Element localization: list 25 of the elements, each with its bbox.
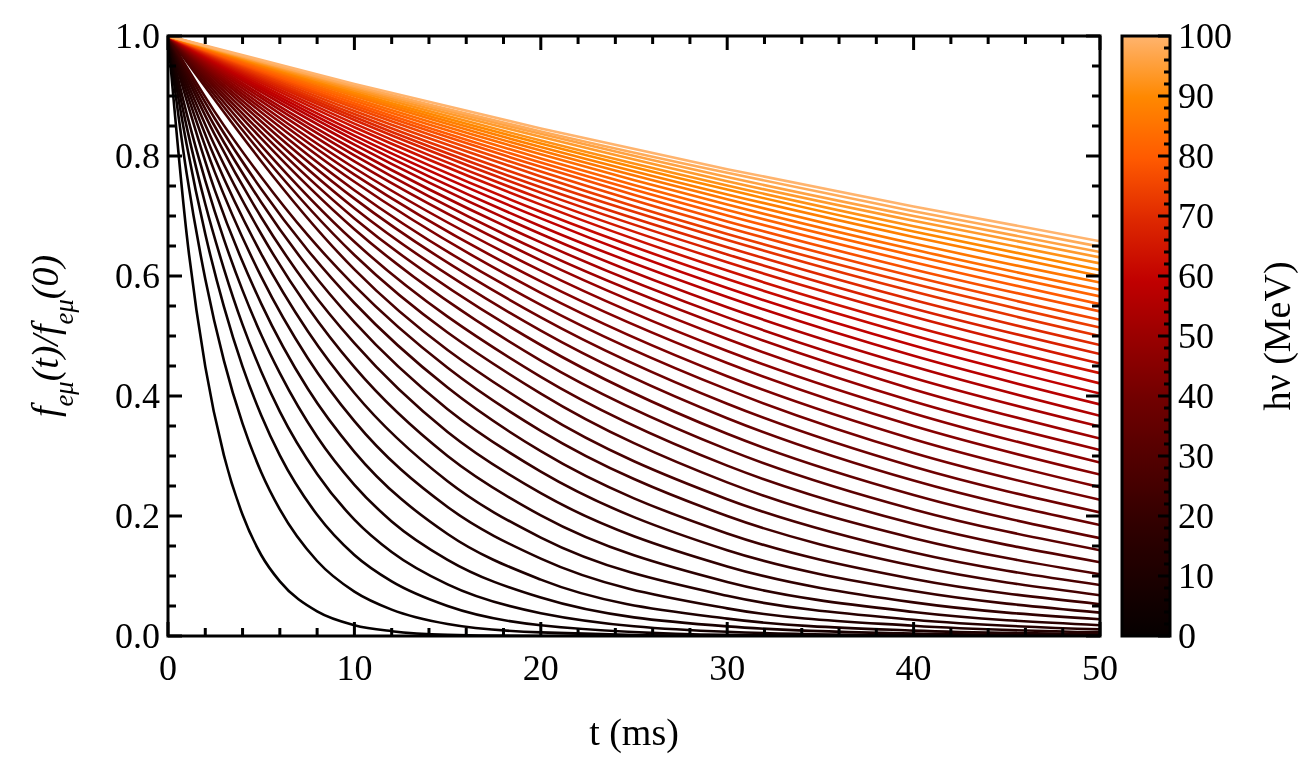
color-bar-label: 60 [1178, 256, 1214, 296]
color-bar-title: hν (MeV) [1256, 261, 1299, 411]
y-tick-label: 0.4 [115, 376, 160, 416]
y-tick-label: 0.0 [115, 616, 160, 656]
y-tick-label: 0.2 [115, 496, 160, 536]
x-tick-label: 10 [336, 648, 373, 688]
color-bar-label: 10 [1178, 556, 1214, 596]
x-axis-title: t (ms) [589, 711, 679, 754]
color-bar-label: 100 [1178, 16, 1232, 56]
y-tick-label: 0.6 [115, 256, 160, 296]
color-bar-label: 20 [1178, 496, 1214, 536]
x-tick-label: 40 [895, 648, 932, 688]
color-bar-label: 40 [1178, 376, 1214, 416]
y-tick-label: 1.0 [115, 16, 160, 56]
color-bar-label: 70 [1178, 196, 1214, 236]
color-bar-label: 90 [1178, 76, 1214, 116]
x-tick-label: 0 [159, 648, 177, 688]
x-tick-label: 20 [522, 648, 559, 688]
color-bar-label: 30 [1178, 436, 1214, 476]
x-tick-label: 50 [1082, 648, 1118, 688]
color-bar-label: 0 [1178, 616, 1196, 656]
y-tick-label: 0.8 [115, 136, 160, 176]
color-bar-label: 50 [1178, 316, 1214, 356]
x-tick-label: 30 [709, 648, 746, 688]
color-bar-label: 80 [1178, 136, 1214, 176]
